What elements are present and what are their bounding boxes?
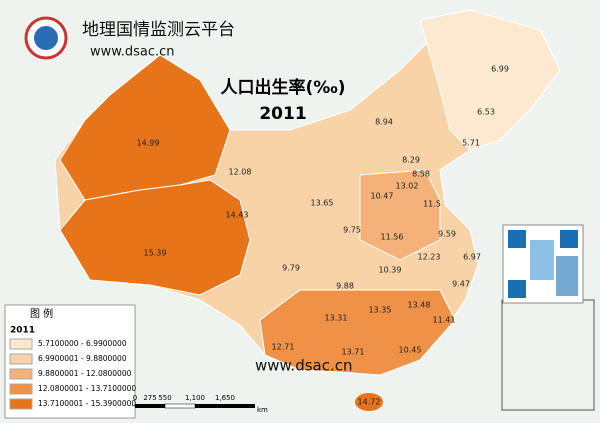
region-value: 13.71 xyxy=(342,348,365,357)
region-value: 11.41 xyxy=(433,316,456,325)
legend-swatch xyxy=(9,368,33,380)
region-value: 8.58 xyxy=(412,170,430,179)
region-value: 10.39 xyxy=(379,266,402,275)
region-value: 13.65 xyxy=(311,199,334,208)
scale-label: 1,100 xyxy=(185,394,205,402)
header-title: 地理国情监测云平台 xyxy=(82,20,235,40)
region-value: 12.08 xyxy=(229,168,252,177)
logo-inner xyxy=(34,26,58,50)
region-value: 5.71 xyxy=(462,139,480,148)
region-value: 11.5 xyxy=(423,200,441,209)
south xyxy=(259,289,456,376)
legend-swatch xyxy=(9,383,33,395)
legend-label: 9.8800001 - 12.0800000 xyxy=(38,369,132,378)
watermark: www.dsac.cn xyxy=(255,357,353,375)
region-value: 8.94 xyxy=(375,118,393,127)
region-value: 11.56 xyxy=(381,233,404,242)
region-value: 9.59 xyxy=(438,230,456,239)
region-value: 9.47 xyxy=(452,280,470,289)
region-value: 10.47 xyxy=(371,192,394,201)
northeast xyxy=(419,9,561,151)
region-value: 13.02 xyxy=(396,182,419,191)
legend-swatch xyxy=(9,398,33,410)
legend-label: 12.0800001 - 13.7100000 xyxy=(38,384,136,393)
legend-title: 图 例 xyxy=(30,307,53,320)
region-value: 9.79 xyxy=(282,264,300,273)
legend-label: 6.9900001 - 9.8800000 xyxy=(38,354,127,363)
region-value: 10.45 xyxy=(399,346,422,355)
region-value: 14.99 xyxy=(137,139,160,148)
region-value: 12.23 xyxy=(418,253,441,262)
region-value: 6.53 xyxy=(477,108,495,117)
legend-year: 2011 xyxy=(10,326,35,336)
legend-label: 5.7100000 - 6.9900000 xyxy=(38,339,127,348)
region-value: 9.88 xyxy=(336,282,354,291)
region-value: 6.99 xyxy=(491,65,509,74)
tibet-qinghai xyxy=(59,179,251,296)
legend-label: 13.7100001 - 15.3900000 xyxy=(38,399,136,408)
map-year: 2011 xyxy=(259,104,306,124)
qr-code xyxy=(502,224,584,304)
region-value: 9.75 xyxy=(343,226,361,235)
header-url: www.dsac.cn xyxy=(90,45,175,60)
hainan xyxy=(355,393,383,411)
legend-swatch xyxy=(9,338,33,350)
region-value: 6.97 xyxy=(463,253,481,262)
scale-bar xyxy=(135,403,255,409)
scale-label: 0 xyxy=(133,394,137,402)
region-value: 14.43 xyxy=(226,211,249,220)
legend-swatch xyxy=(9,353,33,365)
region-value: 12.71 xyxy=(272,343,295,352)
scale-label: 1,650 xyxy=(215,394,235,402)
scale-label: 550 xyxy=(158,394,171,402)
region-value: 13.48 xyxy=(408,301,431,310)
region-value: 13.35 xyxy=(369,306,392,315)
scale-label: 275 xyxy=(143,394,156,402)
region-value: 14.72 xyxy=(358,398,381,407)
region-value: 13.31 xyxy=(325,314,348,323)
region-value: 15.39 xyxy=(144,249,167,258)
central xyxy=(359,169,441,261)
region-value: 8.29 xyxy=(402,156,420,165)
map-title: 人口出生率(‰) xyxy=(220,77,345,98)
scale-unit: km xyxy=(257,406,268,414)
